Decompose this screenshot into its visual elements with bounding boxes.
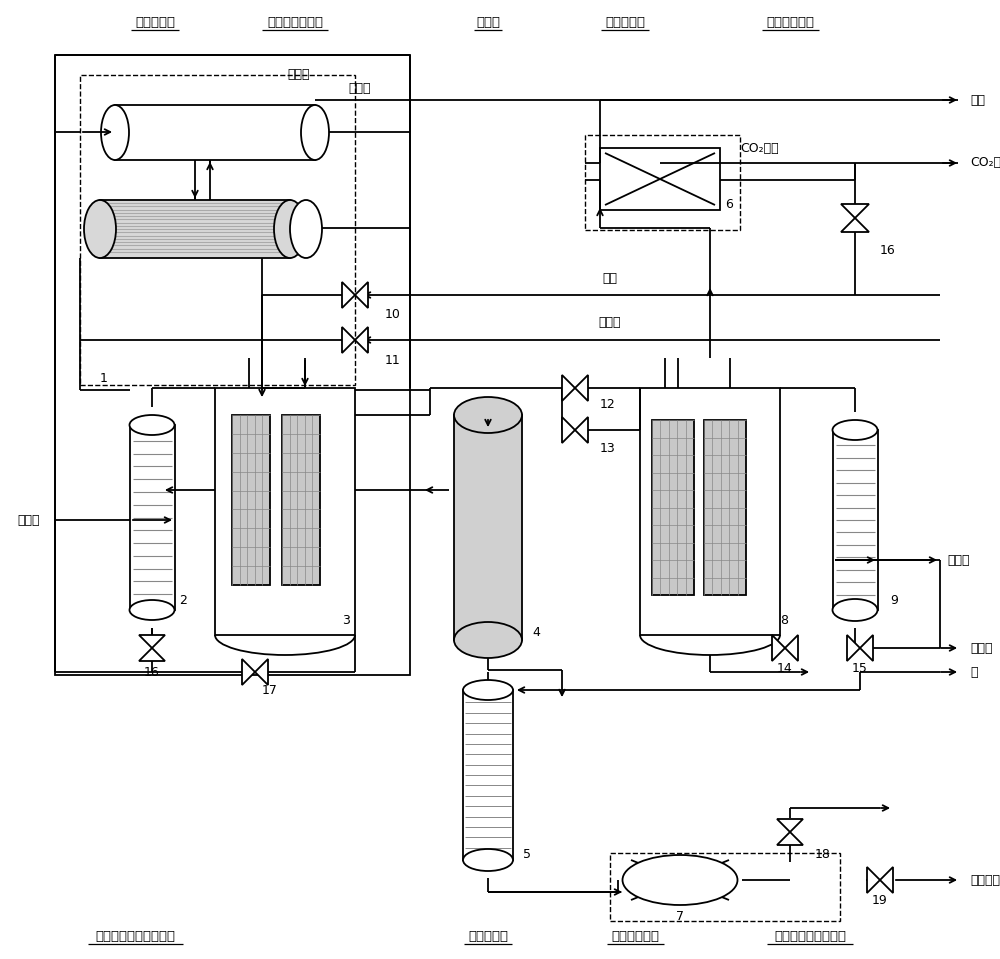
Text: 16: 16 [144, 666, 160, 679]
Text: 干重整转化炉: 干重整转化炉 [766, 15, 814, 29]
Text: 9: 9 [890, 594, 898, 606]
Text: CO₂储存利用: CO₂储存利用 [970, 156, 1000, 170]
Polygon shape [355, 327, 368, 353]
Text: 氢气储存: 氢气储存 [970, 874, 1000, 886]
Polygon shape [772, 635, 785, 661]
Polygon shape [777, 819, 803, 832]
Ellipse shape [832, 420, 878, 440]
Text: 排空: 排空 [970, 93, 985, 106]
Text: 干重整原料气预热器: 干重整原料气预热器 [774, 930, 846, 944]
Text: 蒸汽重整原料气预热器: 蒸汽重整原料气预热器 [95, 930, 175, 944]
Polygon shape [242, 659, 255, 685]
Text: 水蒸气: 水蒸气 [349, 82, 371, 95]
Text: 变换炉: 变换炉 [476, 15, 500, 29]
Text: 13: 13 [600, 441, 616, 455]
Ellipse shape [130, 600, 175, 620]
Bar [640, 388, 780, 635]
Polygon shape [255, 659, 268, 685]
Ellipse shape [463, 680, 513, 700]
Text: 15: 15 [852, 662, 868, 674]
Text: 19: 19 [872, 894, 888, 906]
Ellipse shape [454, 622, 522, 658]
Text: 水蒸气: 水蒸气 [288, 68, 310, 82]
Bar [80, 75, 355, 385]
Polygon shape [575, 417, 588, 443]
Text: 空气: 空气 [602, 271, 618, 285]
Text: 水: 水 [970, 666, 978, 679]
Text: 蒸汽重整转化炉: 蒸汽重整转化炉 [267, 15, 323, 29]
Bar [600, 148, 720, 210]
Text: 蒸汽发生器: 蒸汽发生器 [135, 15, 175, 29]
Polygon shape [847, 635, 860, 661]
Polygon shape [342, 327, 355, 353]
Bar [130, 425, 175, 610]
Bar [55, 55, 410, 675]
Ellipse shape [290, 200, 322, 258]
Bar [100, 200, 290, 258]
Bar [610, 853, 840, 921]
Polygon shape [860, 635, 873, 661]
Text: CO₂气体: CO₂气体 [741, 142, 779, 154]
Bar [585, 135, 740, 230]
Bar [215, 388, 355, 635]
Text: 天然气: 天然气 [948, 553, 970, 567]
Text: 1: 1 [100, 371, 108, 385]
Polygon shape [139, 648, 165, 661]
Text: 12: 12 [600, 399, 616, 411]
Text: 18: 18 [815, 849, 831, 861]
Text: 17: 17 [262, 684, 278, 696]
Text: 天然气: 天然气 [18, 513, 40, 526]
Text: 变压吸附系统: 变压吸附系统 [611, 930, 659, 944]
Polygon shape [562, 375, 575, 401]
Text: 合成气: 合成气 [970, 642, 992, 654]
Polygon shape [867, 867, 880, 893]
Polygon shape [342, 282, 355, 308]
Ellipse shape [130, 415, 175, 435]
Text: 给水加热器: 给水加热器 [468, 930, 508, 944]
Polygon shape [785, 635, 798, 661]
Polygon shape [777, 832, 803, 845]
Text: 7: 7 [676, 910, 684, 924]
Polygon shape [355, 282, 368, 308]
Text: 碳捕集系统: 碳捕集系统 [605, 15, 645, 29]
Ellipse shape [454, 397, 522, 433]
Bar [454, 415, 522, 640]
Ellipse shape [622, 855, 738, 905]
Polygon shape [841, 218, 869, 232]
Bar [115, 105, 315, 160]
Bar [833, 430, 878, 610]
Bar [232, 415, 270, 585]
Bar [652, 420, 694, 595]
Text: 6: 6 [725, 199, 733, 212]
Polygon shape [575, 375, 588, 401]
Ellipse shape [84, 200, 116, 258]
Bar [463, 690, 513, 860]
Text: 14: 14 [777, 662, 793, 674]
Polygon shape [880, 867, 893, 893]
Bar [282, 415, 320, 585]
Ellipse shape [301, 105, 329, 160]
Text: 10: 10 [385, 309, 401, 321]
Text: 3: 3 [342, 614, 350, 626]
Ellipse shape [101, 105, 129, 160]
Text: 天然气: 天然气 [599, 316, 621, 330]
Text: 11: 11 [385, 354, 401, 366]
Ellipse shape [274, 200, 306, 258]
Polygon shape [562, 417, 575, 443]
Text: 8: 8 [780, 614, 788, 626]
Polygon shape [841, 204, 869, 218]
Text: 5: 5 [523, 849, 531, 861]
Polygon shape [139, 635, 165, 648]
Text: 2: 2 [179, 594, 187, 606]
Ellipse shape [832, 599, 878, 621]
Text: 4: 4 [532, 626, 540, 640]
Bar [704, 420, 746, 595]
Ellipse shape [463, 849, 513, 871]
Text: 16: 16 [880, 244, 896, 256]
